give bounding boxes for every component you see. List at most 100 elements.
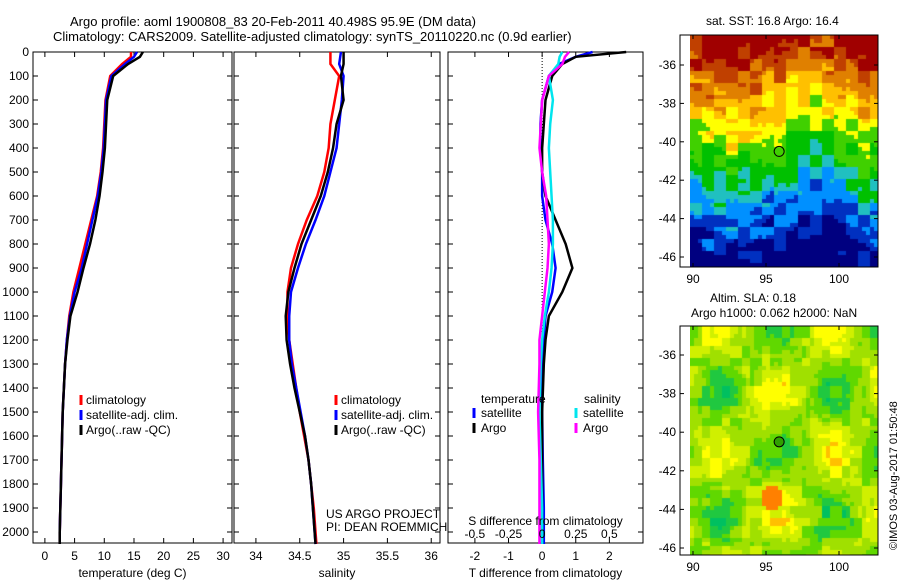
x-tick-label: 34.5 [288,549,312,563]
map-blank-strip [681,36,690,266]
y-tick-label: 1800 [2,477,29,491]
sst-map-title: sat. SST: 16.8 Argo: 16.4 [706,14,839,28]
y-tick-label: 500 [9,165,29,179]
title-line-2: Climatology: CARS2009. Satellite-adjuste… [53,29,572,44]
x-tick-label: 36 [425,549,439,563]
x-tick-label: 1 [572,549,579,563]
map-lat-label: -36 [659,348,677,362]
legend-label: satellite [583,406,624,420]
x-tick-label: 34 [249,549,263,563]
title-line-1: Argo profile: aoml 1900808_83 20-Feb-201… [70,14,476,29]
map-lat-label: -44 [659,502,677,516]
y-tick-label: 2000 [2,525,29,539]
map-lon-label: 100 [829,272,849,286]
x-axis-label: T difference from climatology [469,566,623,580]
x-tick-label: 25 [187,549,201,563]
y-tick-label: 1300 [2,357,29,371]
y-tick-label: 1400 [2,381,29,395]
credit-label: ©IMOS 03-Aug-2017 01:50:48 [888,401,900,550]
legend-label: Argo [583,421,609,435]
legend-label: climatology [86,393,146,407]
s-tick-label: -0.25 [495,527,523,541]
legend-label: climatology [341,393,401,407]
map-lat-label: -40 [659,425,677,439]
x-tick-label: 5 [71,549,78,563]
argo-position-marker [773,145,785,157]
sla-map-title-2: Argo h1000: 0.062 h2000: NaN [691,306,858,320]
panel-frame [32,51,233,544]
profile-line-2 [58,51,144,544]
map-frame [679,34,879,268]
y-tick-label: 900 [9,261,29,275]
y-tick-label: 200 [9,93,29,107]
y-tick-label: 600 [9,189,29,203]
map-blank-strip [681,327,690,554]
map-lat-label: -40 [659,135,677,149]
x-tick-label: 0 [42,549,49,563]
map-lat-label: -42 [659,464,677,478]
x-tick-label: -1 [503,549,514,563]
x-tick-label: 2 [606,549,613,563]
map-lon-label: 100 [829,560,849,574]
y-tick-label: 300 [9,117,29,131]
map-lat-label: -42 [659,173,677,187]
y-tick-label: 1500 [2,405,29,419]
map-frame [679,325,879,556]
diff-line-1 [540,50,627,544]
pi-label: PI: DEAN ROEMMICH [326,520,448,534]
s-axis-label: S difference from climatology [468,514,623,528]
project-label: US ARGO PROJECT [326,507,441,521]
map-lat-label: -38 [659,96,677,110]
y-tick-label: 700 [9,213,29,227]
map-lon-label: 90 [686,272,700,286]
legend-label: satellite-adj. clim. [341,408,433,422]
y-tick-label: 400 [9,141,29,155]
sla-map-title-1: Altim. SLA: 0.18 [710,291,797,305]
map-lon-label: 95 [759,560,773,574]
y-tick-label: 1700 [2,453,29,467]
panel-frame [447,51,644,544]
x-tick-label: 10 [98,549,112,563]
x-tick-label: 30 [216,549,230,563]
s-tick-label: 0.5 [601,527,618,541]
legend-heading: salinity [584,392,621,406]
x-tick-label: -2 [470,549,481,563]
x-tick-label: 20 [157,549,171,563]
map-lat-label: -44 [659,212,677,226]
y-tick-label: 1100 [3,309,29,323]
y-tick-label: 1900 [2,501,29,515]
s-tick-label: 0.25 [564,527,588,541]
s-tick-label: 0 [539,527,546,541]
argo-position-marker [773,436,785,448]
y-tick-label: 0 [22,45,29,59]
map-lat-label: -38 [659,387,677,401]
y-tick-label: 1000 [2,285,29,299]
map-lon-label: 90 [686,560,700,574]
y-tick-label: 1200 [2,333,29,347]
panel-frame [233,51,441,544]
profile-line-2 [284,52,345,545]
x-axis-label: salinity [319,566,356,580]
y-tick-label: 100 [9,69,29,83]
x-axis-label: temperature (deg C) [78,566,186,580]
diff-line-3 [536,51,570,544]
x-tick-label: 0 [539,549,546,563]
y-tick-label: 800 [9,237,29,251]
x-tick-label: 15 [127,549,141,563]
map-lon-label: 95 [759,272,773,286]
legend-label: Argo(..raw -QC) [86,423,171,437]
map-lat-label: -36 [659,58,677,72]
legend-heading: temperature [481,392,546,406]
map-lat-label: -46 [659,541,677,555]
legend-label: Argo(..raw -QC) [341,423,426,437]
x-tick-label: 35.5 [376,549,400,563]
legend-label: satellite-adj. clim. [86,408,178,422]
legend-label: satellite [481,406,522,420]
s-tick-label: -0.5 [465,527,486,541]
legend-label: Argo [481,421,507,435]
diff-line-2 [538,51,564,544]
x-tick-label: 35 [337,549,351,563]
